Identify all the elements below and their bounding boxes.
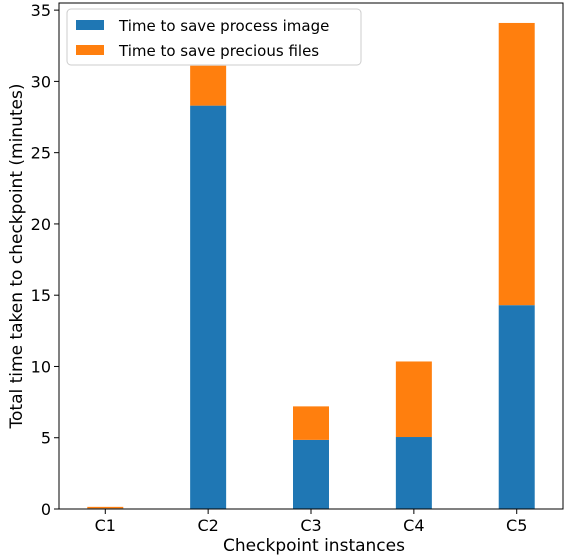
bar-c3-series-1 <box>293 439 329 509</box>
y-tick-label: 5 <box>41 429 51 448</box>
bar-c5-series-1 <box>498 305 535 509</box>
bar-c4-series-1 <box>395 437 432 509</box>
y-tick-label: 15 <box>31 286 51 305</box>
y-tick-label: 25 <box>31 144 51 163</box>
legend-swatch <box>76 45 104 55</box>
axes-layer: 0 5 10 15 20 25 30 35 C1 C2 C3 C4 C5 <box>31 1 564 535</box>
bar-c2-series-2 <box>190 65 227 106</box>
y-tick-label: 30 <box>31 72 51 91</box>
bar-c5-series-2 <box>498 22 535 306</box>
legend-box <box>66 8 362 66</box>
x-tick-label: C2 <box>197 516 218 535</box>
x-tick-label: C4 <box>403 516 424 535</box>
x-tick-label: C5 <box>506 516 527 535</box>
bar-c1-series-2 <box>87 506 124 509</box>
bar-c2-series-1 <box>190 105 227 509</box>
y-tick-label: 35 <box>31 1 51 20</box>
bar-c3-series-2 <box>293 406 329 440</box>
y-tick-label: 20 <box>31 215 51 234</box>
legend-entry: Time to save process image <box>118 17 329 35</box>
x-axis-label: Checkpoint instances <box>223 536 405 556</box>
x-tick-label: C1 <box>95 516 116 535</box>
legend-swatch <box>76 20 104 30</box>
bars-layer <box>87 22 535 509</box>
y-axis-label: Total time taken to checkpoint (minutes) <box>7 84 27 430</box>
legend-entry: Time to save precious files <box>118 42 319 60</box>
x-tick-label: C3 <box>300 516 321 535</box>
y-tick-label: 0 <box>41 500 51 519</box>
y-tick-label: 10 <box>31 357 51 376</box>
bar-c4-series-2 <box>395 361 432 438</box>
legend: Time to save process image Time to save p… <box>66 8 362 66</box>
